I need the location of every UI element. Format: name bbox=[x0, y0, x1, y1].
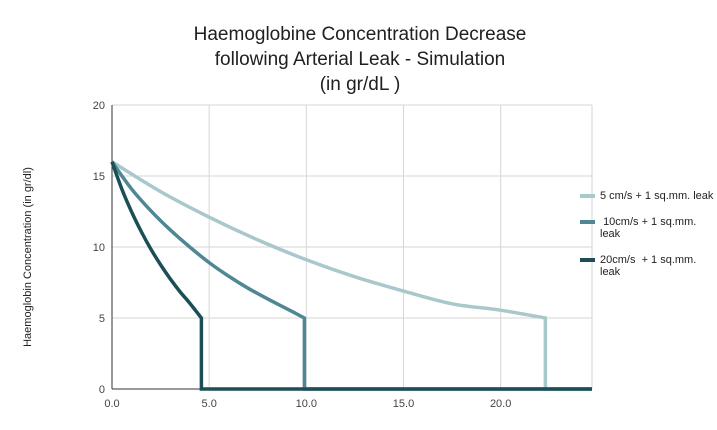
chart-title-line-3: (in gr/dL ) bbox=[319, 74, 401, 95]
x-tick-label: 0.0 bbox=[104, 398, 119, 410]
grid-lines bbox=[112, 104, 593, 389]
chart-title: Haemoglobine Concentration Decrease foll… bbox=[110, 22, 610, 97]
tick-labels: 0 5 10 15 20 0.0 5.0 10.0 15.0 20.0 bbox=[93, 100, 512, 410]
legend-swatch-series-1 bbox=[580, 194, 595, 198]
y-tick-label: 0 bbox=[99, 384, 105, 396]
y-tick-label: 5 bbox=[99, 313, 105, 325]
legend-swatch-series-3 bbox=[580, 258, 595, 262]
legend-label-series-2: 10cm/s + 1 sq.mm. leak bbox=[600, 216, 700, 240]
x-tick-label: 20.0 bbox=[490, 398, 511, 410]
series-layer bbox=[110, 160, 592, 391]
series-line-2 bbox=[110, 160, 592, 391]
y-tick-label: 20 bbox=[93, 100, 105, 112]
legend-item-series-2[interactable]: 10cm/s + 1 sq.mm. leak bbox=[580, 216, 717, 240]
x-tick-label: 15.0 bbox=[393, 398, 414, 410]
x-tick-label: 10.0 bbox=[296, 398, 317, 410]
x-tick-label: 5.0 bbox=[202, 398, 217, 410]
y-tick-label: 10 bbox=[93, 242, 105, 254]
legend-swatch-series-2 bbox=[580, 220, 595, 224]
legend-item-series-3[interactable]: 20cm/s + 1 sq.mm. leak bbox=[580, 254, 717, 278]
y-tick-label: 15 bbox=[93, 171, 105, 183]
legend: 5 cm/s + 1 sq.mm. leak 10cm/s + 1 sq.mm.… bbox=[580, 190, 717, 292]
legend-item-series-1[interactable]: 5 cm/s + 1 sq.mm. leak bbox=[580, 190, 717, 202]
legend-label-series-3: 20cm/s + 1 sq.mm. leak bbox=[600, 254, 700, 278]
chart-title-line-2: following Arterial Leak - Simulation bbox=[214, 49, 506, 70]
legend-label-series-1: 5 cm/s + 1 sq.mm. leak bbox=[600, 190, 714, 202]
series-line-1 bbox=[111, 160, 592, 391]
series-line-3 bbox=[110, 161, 592, 391]
chart-title-line-1: Haemoglobine Concentration Decrease bbox=[193, 24, 527, 45]
